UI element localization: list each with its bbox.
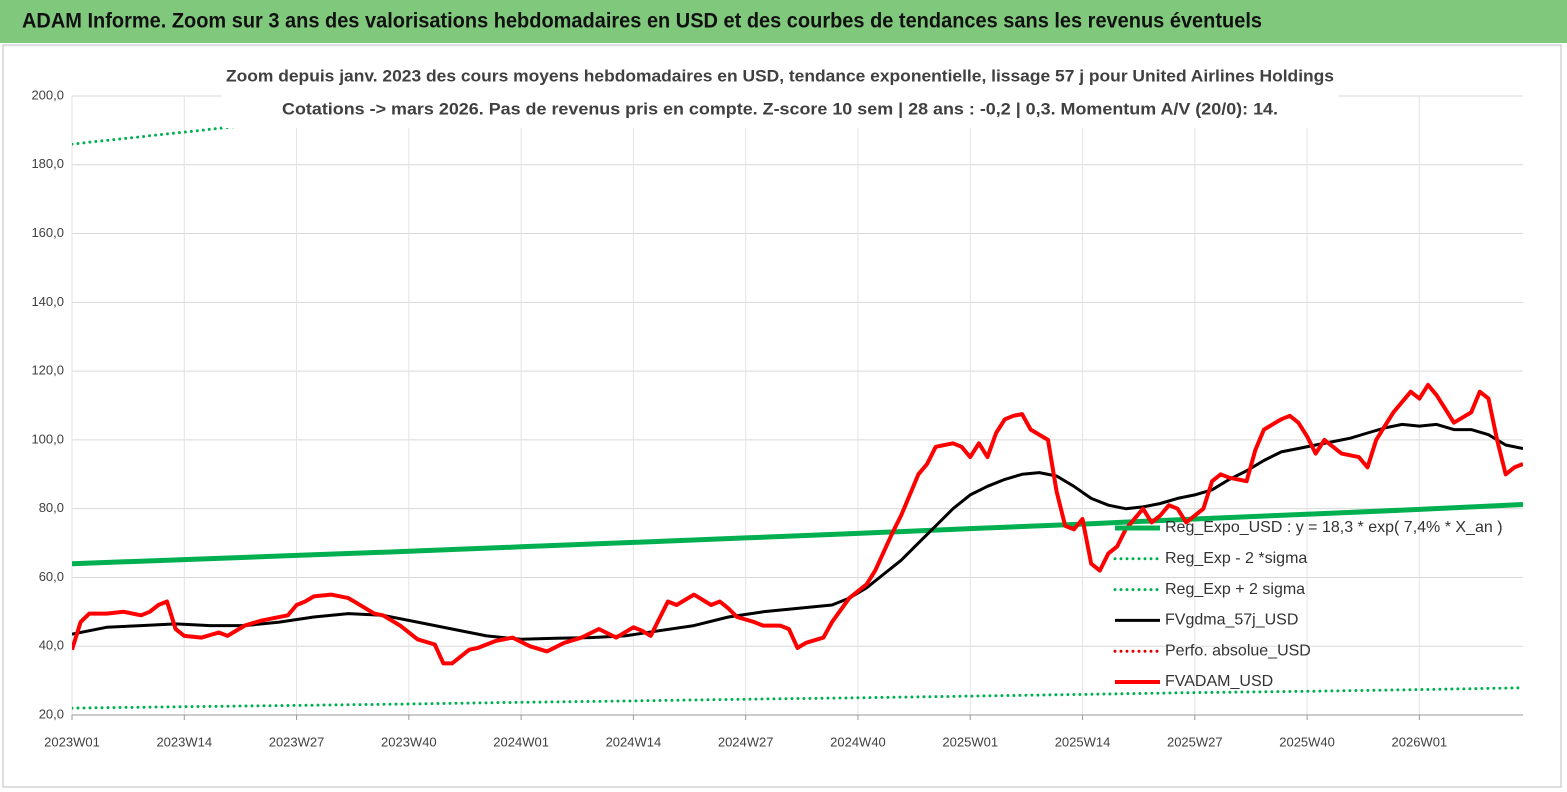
x-tick-label: 2024W01	[493, 734, 549, 749]
y-tick-label: 160,0	[31, 225, 64, 240]
subtitle: Cotations -> mars 2026. Pas de revenus p…	[282, 99, 1278, 118]
legend-label: Reg_Expo_USD : y = 18,3 * exp( 7,4% * X_…	[1165, 519, 1503, 536]
legend-label: FVgdma_57j_USD	[1165, 612, 1298, 629]
x-tick-label: 2023W27	[269, 734, 325, 749]
legend-label: Reg_Exp + 2 sigma	[1165, 581, 1305, 598]
series-line	[72, 382, 1523, 666]
y-tick-label: 60,0	[39, 569, 64, 584]
x-tick-label: 2025W14	[1055, 734, 1111, 749]
x-tick-label: 2024W14	[606, 734, 662, 749]
header-title: ADAM Informe. Zoom sur 3 ans des valoris…	[22, 10, 1262, 33]
x-tick-label: 2025W40	[1279, 734, 1335, 749]
y-tick-label: 200,0	[31, 87, 64, 102]
legend-label: FVADAM_USD	[1165, 673, 1273, 690]
x-tick-label: 2023W14	[156, 734, 212, 749]
series-line	[72, 422, 1523, 641]
chart-border	[2, 44, 1562, 788]
x-tick-label: 2023W01	[44, 734, 100, 749]
legend-label: Reg_Exp - 2 *sigma	[1165, 550, 1307, 567]
header-bar	[0, 0, 1567, 43]
y-tick-label: 180,0	[31, 156, 64, 171]
x-tick-label: 2025W01	[942, 734, 998, 749]
y-tick-label: 120,0	[31, 363, 64, 378]
y-tick-label: 40,0	[39, 638, 64, 653]
legend-label: Perfo. absolue_USD	[1165, 642, 1311, 659]
subtitle-background	[222, 62, 1338, 128]
y-tick-label: 20,0	[39, 706, 64, 721]
x-tick-label: 2024W27	[718, 734, 774, 749]
subtitle: Zoom depuis janv. 2023 des cours moyens …	[226, 66, 1334, 85]
x-tick-label: 2025W27	[1167, 734, 1223, 749]
series-line	[72, 502, 1523, 567]
y-tick-label: 140,0	[31, 294, 64, 309]
y-tick-label: 80,0	[39, 500, 64, 515]
x-tick-label: 2026W01	[1392, 734, 1448, 749]
x-tick-label: 2023W40	[381, 734, 437, 749]
x-tick-label: 2024W40	[830, 734, 886, 749]
y-tick-label: 100,0	[31, 431, 64, 446]
